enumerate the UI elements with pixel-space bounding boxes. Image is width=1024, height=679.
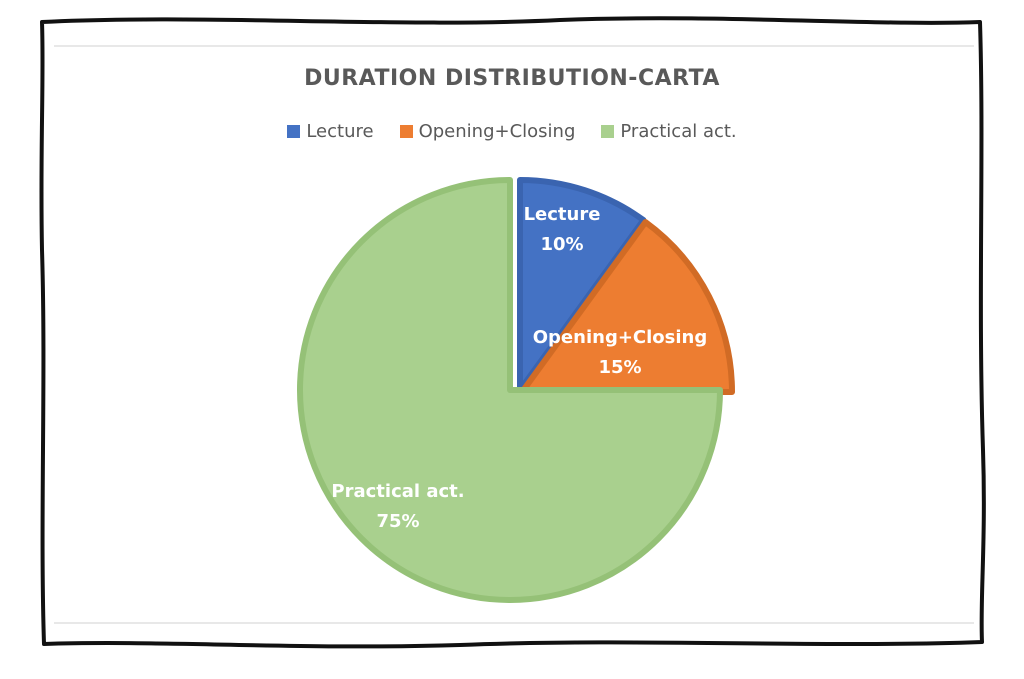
legend-label-lecture: Lecture	[306, 121, 374, 142]
legend-item-lecture: Lecture	[287, 121, 374, 142]
legend-label-opening-closing: Opening+Closing	[418, 121, 576, 142]
slice-name-label-lecture: Lecture	[524, 204, 601, 225]
legend-swatch-opening-closing	[399, 125, 413, 138]
slice-name-label-practical-act: Practical act.	[331, 481, 464, 502]
legend-swatch-practical-act	[601, 125, 615, 138]
legend-item-opening-closing: Opening+Closing	[399, 121, 576, 142]
slice-value-label-practical-act: 75%	[376, 511, 419, 532]
chart-area: DURATION DISTRIBUTION-CARTA Lecture Open…	[48, 44, 976, 624]
legend-item-practical-act: Practical act.	[601, 121, 737, 142]
chart-title: DURATION DISTRIBUTION-CARTA	[304, 66, 720, 91]
legend-label-practical-act: Practical act.	[620, 121, 737, 142]
pie-slice-practical-act	[297, 177, 723, 603]
slice-value-label-opening-closing: 15%	[598, 357, 641, 378]
pie-slice-opening-closing	[519, 219, 735, 395]
legend-swatch-lecture	[287, 125, 301, 138]
slice-name-label-opening-closing: Opening+Closing	[533, 327, 708, 348]
pie-slice-lecture	[517, 177, 647, 393]
slice-value-label-lecture: 10%	[540, 234, 583, 255]
legend: Lecture Opening+Closing Practical act.	[48, 121, 976, 142]
